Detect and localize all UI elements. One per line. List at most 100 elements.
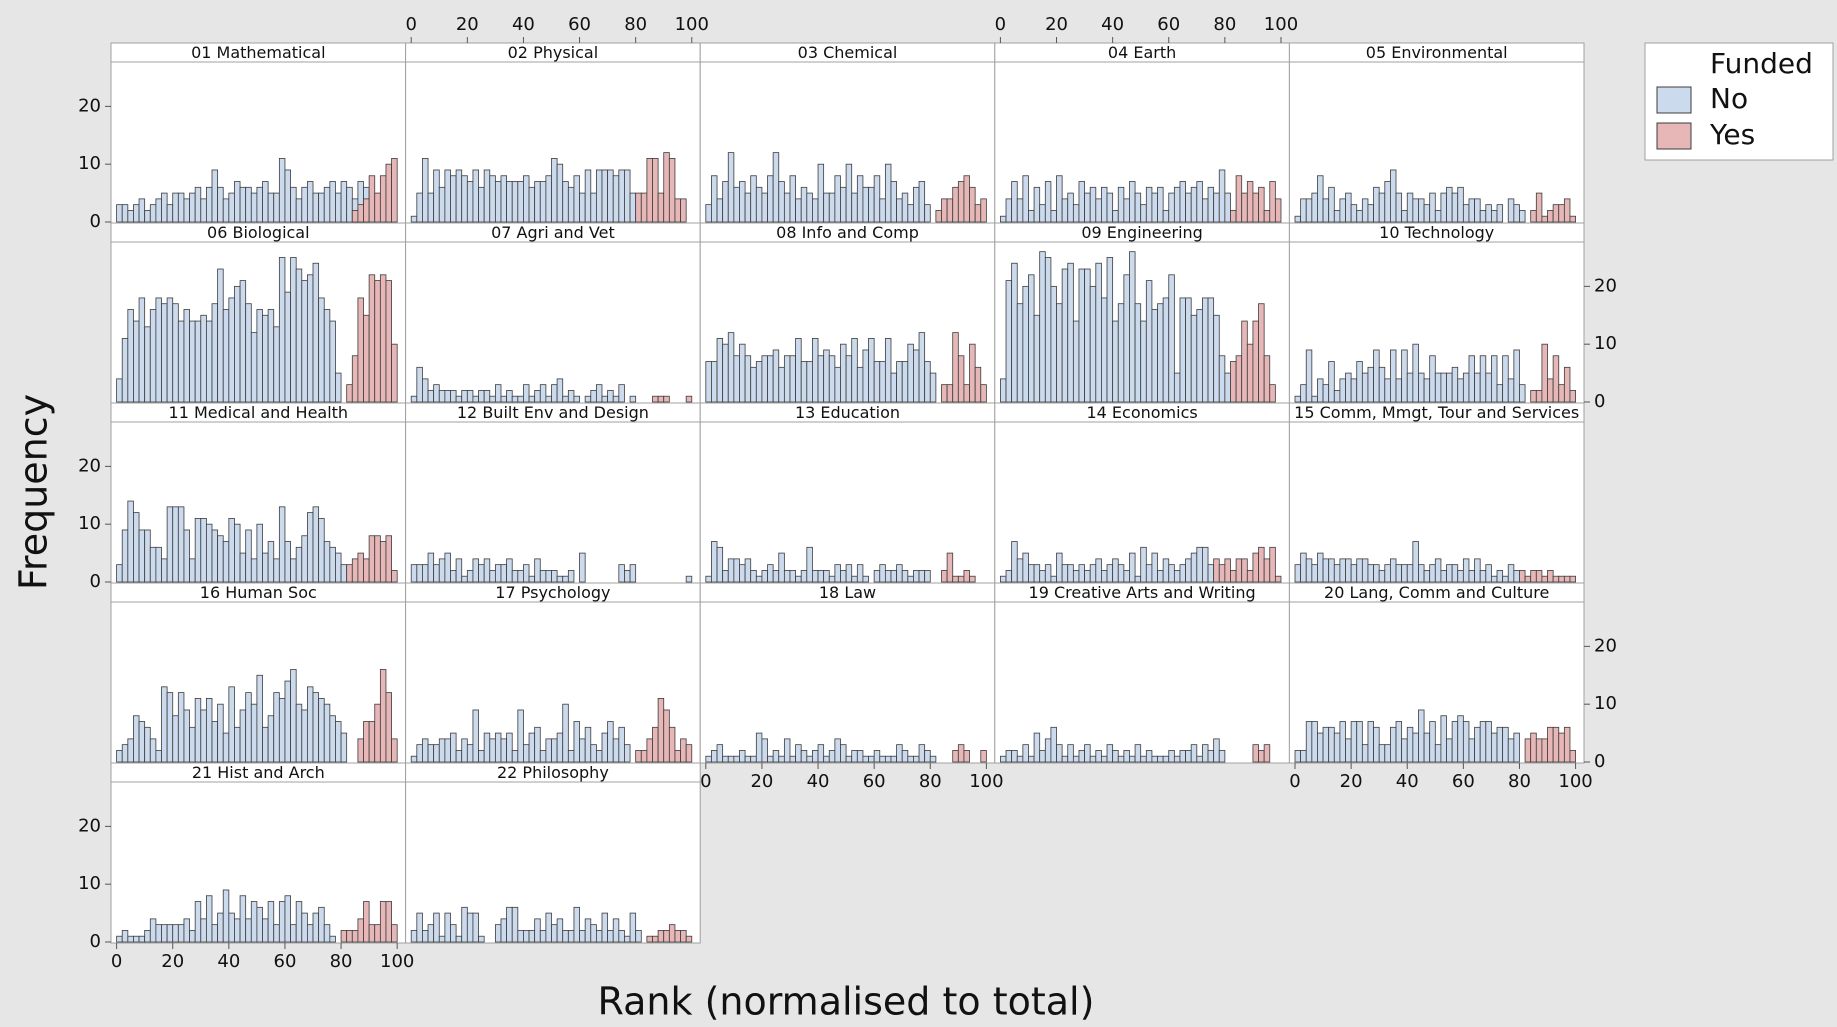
bar — [907, 575, 914, 583]
bar — [1547, 210, 1554, 223]
bar — [1129, 181, 1136, 223]
bar — [267, 901, 275, 943]
bar — [1401, 210, 1408, 223]
bar — [374, 192, 381, 223]
bar — [1305, 198, 1313, 223]
bar — [222, 889, 230, 943]
bar — [868, 337, 875, 403]
bar — [189, 930, 196, 943]
bar — [433, 912, 440, 943]
bar — [941, 570, 948, 583]
bar — [385, 163, 392, 223]
bar — [1106, 192, 1114, 223]
bar — [974, 366, 982, 403]
bar — [478, 750, 485, 763]
y-tick-label: 0 — [90, 931, 101, 952]
bar — [211, 169, 219, 223]
bar — [368, 535, 376, 583]
x-tick-label: 80 — [1508, 771, 1531, 792]
bar — [228, 912, 235, 943]
bar — [1491, 732, 1498, 763]
y-tick-label: 0 — [90, 571, 101, 592]
bar — [410, 215, 418, 223]
bar — [391, 343, 398, 403]
bar — [657, 698, 665, 763]
bar — [1496, 726, 1504, 763]
bar — [1552, 204, 1560, 223]
bar — [1258, 750, 1265, 763]
y-tick-label: 20 — [1594, 275, 1617, 296]
x-tick-label: 100 — [1264, 14, 1298, 35]
bar — [245, 918, 252, 943]
x-tick-label: 40 — [217, 951, 240, 972]
bar — [1274, 575, 1282, 583]
bar — [346, 186, 353, 223]
bar — [121, 337, 129, 403]
bar — [1179, 181, 1186, 223]
bar — [556, 378, 564, 403]
bar — [573, 395, 580, 403]
bar — [511, 181, 519, 223]
bar — [363, 558, 370, 583]
bar — [1350, 378, 1358, 403]
bar — [716, 198, 724, 223]
panel-title: 22 Philosophy — [497, 763, 609, 782]
bar — [584, 726, 592, 763]
bar — [1345, 558, 1352, 583]
bar — [290, 924, 297, 943]
bar — [1502, 355, 1509, 403]
bar — [1129, 755, 1136, 763]
bar — [1252, 552, 1259, 583]
bar — [1519, 210, 1526, 223]
bar — [1016, 198, 1024, 223]
bar — [913, 570, 920, 583]
bar — [1390, 169, 1397, 223]
bar — [1028, 755, 1035, 763]
bar — [1050, 575, 1057, 583]
bar — [489, 738, 496, 763]
bar — [116, 935, 123, 943]
bar — [1061, 564, 1069, 583]
bar — [1067, 262, 1074, 403]
bar — [795, 337, 802, 403]
bar — [640, 192, 648, 223]
bar — [1440, 372, 1447, 403]
bar — [761, 570, 768, 583]
bar — [1140, 546, 1147, 583]
bar — [217, 268, 224, 403]
bar — [856, 750, 864, 763]
bar — [278, 157, 286, 223]
bar — [1390, 558, 1397, 583]
bar — [1434, 372, 1442, 403]
bar — [461, 906, 468, 943]
bar — [1185, 297, 1192, 403]
bar — [1151, 552, 1158, 583]
bar — [1468, 738, 1475, 763]
bar — [427, 744, 435, 763]
bar — [851, 575, 858, 583]
bar — [450, 924, 457, 943]
bar — [1418, 372, 1425, 403]
bar — [1418, 198, 1425, 223]
bar — [189, 192, 196, 223]
bar — [584, 395, 592, 403]
bar — [1263, 355, 1271, 403]
bar — [1218, 564, 1226, 583]
bar — [340, 930, 348, 943]
bar — [121, 204, 129, 223]
bar — [551, 384, 558, 403]
bar — [455, 395, 463, 403]
bar — [624, 935, 631, 943]
bar — [374, 535, 381, 583]
bar — [528, 732, 536, 763]
y-tick-label: 20 — [78, 95, 101, 116]
bar — [795, 198, 802, 223]
bar — [483, 732, 491, 763]
bar — [1224, 558, 1231, 583]
x-tick-label: 20 — [750, 771, 773, 792]
bar — [506, 558, 513, 583]
bar — [1246, 181, 1254, 223]
bar — [890, 181, 898, 223]
bar — [1547, 570, 1554, 583]
bar — [234, 918, 241, 943]
